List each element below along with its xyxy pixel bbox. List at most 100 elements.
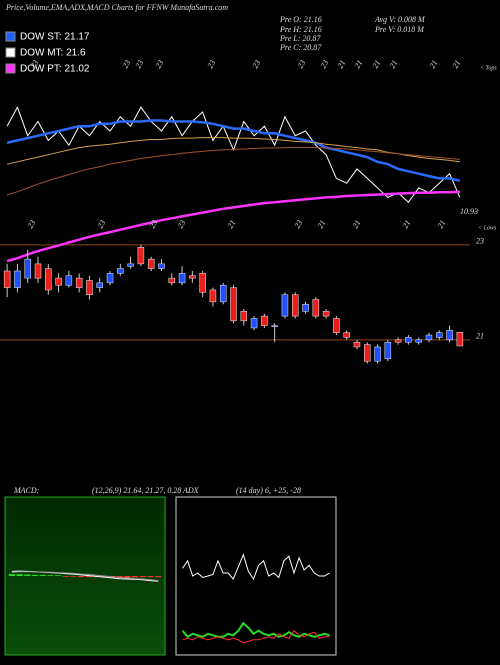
histogram-bar xyxy=(116,576,123,578)
histogram-bar xyxy=(16,574,23,576)
date-label: 23 xyxy=(293,218,305,229)
info: Pre H: 21.16 xyxy=(279,25,322,34)
candle-body xyxy=(158,263,165,269)
line-series xyxy=(181,621,330,639)
y-tick-label: 21 xyxy=(476,332,484,341)
candle-body xyxy=(384,341,392,360)
candle-body xyxy=(219,284,227,303)
histogram-bar xyxy=(147,576,154,578)
histogram-bar xyxy=(54,575,62,576)
date-label: 21 xyxy=(351,218,363,229)
date-label: 21 xyxy=(436,218,448,229)
candle-body xyxy=(353,341,361,348)
candle-body xyxy=(117,268,124,274)
legend-swatch xyxy=(5,63,16,74)
date-label: 21 xyxy=(371,58,383,69)
candle-body xyxy=(24,258,31,279)
candle-body xyxy=(343,332,350,338)
date-label: 23 xyxy=(154,58,166,69)
candle-body xyxy=(281,294,289,317)
candle-body xyxy=(302,303,309,312)
histogram-bar xyxy=(85,576,92,578)
chart-title: Price,Volume,EMA,ADX,MACD Charts for FFN… xyxy=(5,3,228,12)
candle-body xyxy=(312,299,320,317)
legend-label: DOW ST: 21.17 xyxy=(20,32,90,43)
candle-body xyxy=(230,287,237,322)
candle-body xyxy=(178,273,186,284)
adx-panel xyxy=(175,496,337,656)
annotation: 10.93 xyxy=(460,207,478,216)
y-tick-label: 23 xyxy=(476,237,484,246)
line-series xyxy=(6,190,460,263)
date-label: 23 xyxy=(319,58,331,69)
date-label: 23 xyxy=(251,58,263,69)
candle-body xyxy=(75,277,83,288)
candle-body xyxy=(425,334,433,341)
date-label: 21 xyxy=(401,218,413,229)
candle-body xyxy=(45,268,52,291)
candle-body xyxy=(415,339,422,343)
candle-body xyxy=(168,277,176,284)
histogram-bar xyxy=(39,574,46,576)
annotation: < Lows xyxy=(478,225,497,231)
candle-body xyxy=(147,258,155,269)
histogram-bar xyxy=(31,574,39,576)
histogram-bar xyxy=(62,576,69,577)
histogram-bar xyxy=(131,576,139,578)
candle-body xyxy=(199,273,206,293)
line-series xyxy=(6,119,461,183)
date-label: 23 xyxy=(134,58,146,69)
date-label: 23 xyxy=(29,58,41,69)
candle-body xyxy=(446,330,453,341)
candle-body xyxy=(394,339,402,343)
candle-body xyxy=(14,270,21,288)
candle-body xyxy=(34,263,42,279)
macd-subtitle: (12,26,9) 21.64, 21.27, 0.28 xyxy=(92,486,181,495)
legend-swatch xyxy=(5,47,16,58)
candle-body xyxy=(240,311,248,322)
legend-swatch xyxy=(5,31,16,42)
info: Pre L: 20.87 xyxy=(279,34,321,43)
candle-body xyxy=(333,318,340,333)
date-label: 23 xyxy=(176,218,188,229)
candle-body xyxy=(291,294,299,317)
macd-panel xyxy=(4,496,166,656)
info: Pre C: 20.87 xyxy=(279,43,322,52)
date-label: 23 xyxy=(121,58,133,69)
candle-body xyxy=(405,337,412,343)
date-label: 23 xyxy=(206,58,218,69)
candle-body xyxy=(364,344,371,362)
candle-body xyxy=(106,273,114,284)
histogram-bar xyxy=(70,576,77,577)
info: Pre O: 21.16 xyxy=(279,15,322,24)
candle-body xyxy=(189,275,196,279)
candle-body xyxy=(271,325,278,327)
histogram-bar xyxy=(139,576,146,578)
candle-body xyxy=(261,315,268,326)
date-label: 21 xyxy=(316,218,328,229)
date-label: 23 xyxy=(296,58,308,69)
candle-body xyxy=(322,311,330,317)
date-label: 23 xyxy=(26,218,38,229)
date-label: 21 xyxy=(428,58,440,69)
adx-title: ADX xyxy=(182,486,200,495)
line-series xyxy=(11,571,159,582)
candle-body xyxy=(137,247,145,265)
candle-body xyxy=(3,270,11,288)
candle-body xyxy=(65,275,73,286)
candle-body xyxy=(55,277,62,286)
candle-body xyxy=(127,263,134,267)
candle-body xyxy=(86,280,93,295)
line-series xyxy=(182,553,330,581)
histogram-bar xyxy=(47,575,54,576)
candle-body xyxy=(456,331,464,347)
histogram-bar xyxy=(24,574,31,576)
macd-title: MACD: xyxy=(13,486,40,495)
date-label: 23 xyxy=(96,218,108,229)
adx-subtitle: (14 day) 6, +25, -28 xyxy=(236,486,301,495)
line-series xyxy=(182,629,330,644)
info: Pre V: 0.018 M xyxy=(374,25,425,34)
annotation: < Tops xyxy=(480,65,497,71)
